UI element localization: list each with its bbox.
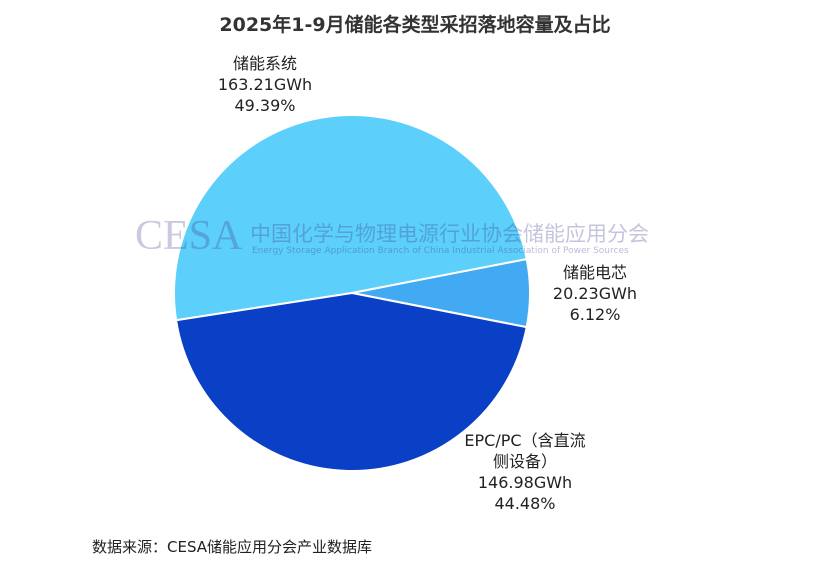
percent-label: 44.48% — [494, 494, 556, 513]
slice-label: EPC/PC（含直流侧设备） 146.98GWh 44.48% — [460, 430, 590, 514]
watermark-logo: CESA — [135, 213, 243, 259]
value-label: 163.21GWh — [217, 75, 313, 94]
chart-title: 2025年1-9月储能各类型采招落地容量及占比 — [219, 14, 611, 36]
watermark-org-en: Energy Storage Application Branch of Chi… — [252, 246, 629, 256]
watermark-org: 中国化学与物理电源行业协会储能应用分会 — [250, 222, 649, 246]
percent-label: 6.12% — [569, 305, 621, 324]
percent-label: 49.39% — [234, 96, 296, 115]
source-note: 数据来源：CESA储能应用分会产业数据库 — [92, 538, 373, 556]
slice-label: 储能系统 163.21GWh 49.39% — [195, 53, 335, 116]
pie-slice — [173, 114, 528, 322]
category-label: EPC/PC（含直流侧设备） — [464, 431, 586, 471]
slice-label: 储能电芯 20.23GWh 6.12% — [535, 262, 655, 325]
value-label: 20.23GWh — [552, 284, 638, 303]
value-label: 146.98GWh — [477, 473, 573, 492]
pie-slice — [174, 291, 528, 472]
category-label: 储能电芯 — [562, 263, 627, 282]
category-label: 储能系统 — [232, 54, 297, 73]
